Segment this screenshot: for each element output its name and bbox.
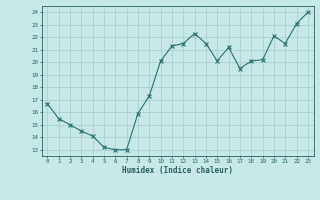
X-axis label: Humidex (Indice chaleur): Humidex (Indice chaleur) — [122, 166, 233, 175]
